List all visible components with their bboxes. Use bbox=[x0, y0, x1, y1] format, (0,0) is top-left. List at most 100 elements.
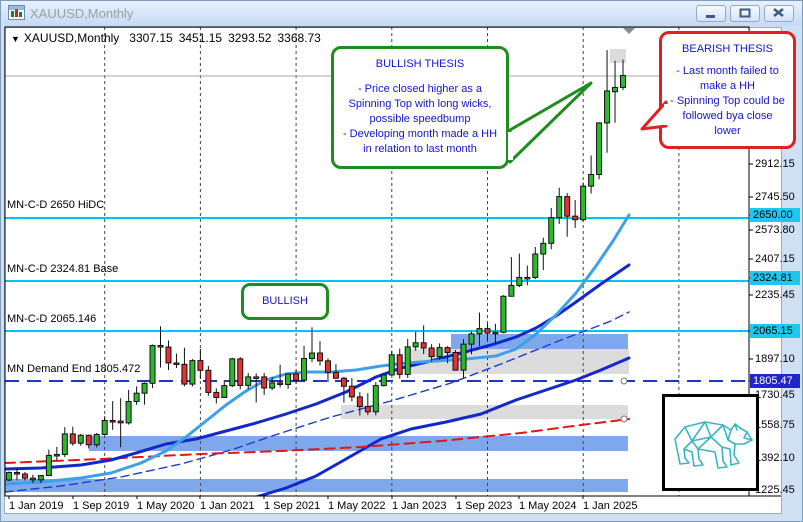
candle bbox=[468, 330, 475, 355]
bear-candle-body bbox=[29, 477, 36, 481]
blue-zone[interactable] bbox=[5, 479, 628, 492]
candle bbox=[29, 474, 36, 484]
candle bbox=[436, 343, 443, 360]
blue-zone[interactable] bbox=[451, 334, 628, 349]
candle bbox=[596, 122, 603, 180]
window-title: XAUUSD,Monthly bbox=[30, 6, 134, 21]
candle bbox=[189, 359, 196, 387]
price-axis-label: 2573.80 bbox=[755, 224, 795, 236]
bear-candle-body bbox=[364, 406, 371, 413]
red-dashed-ma-line[interactable] bbox=[5, 418, 630, 464]
restore-button[interactable] bbox=[730, 5, 760, 22]
bull-candle-body bbox=[133, 392, 140, 403]
candle bbox=[21, 471, 28, 481]
candle bbox=[277, 364, 284, 388]
chart-shift-marker[interactable] bbox=[623, 28, 635, 34]
candle bbox=[197, 348, 204, 380]
time-axis-label: 1 Jan 2023 bbox=[392, 500, 447, 512]
bull-candle-body bbox=[404, 346, 411, 375]
price-axis-label: 1392.10 bbox=[755, 452, 795, 464]
bear-candle-body bbox=[396, 354, 403, 375]
candle bbox=[428, 344, 435, 362]
bear-candle-body bbox=[109, 420, 116, 423]
fast-ma-line[interactable] bbox=[5, 213, 631, 486]
candle bbox=[85, 434, 92, 449]
dropdown-icon[interactable]: ▼ bbox=[11, 34, 20, 44]
ohlc-high: 3451.15 bbox=[178, 31, 223, 45]
chart-header: ▼ XAUUSD,Monthly 3307.15 3451.15 3293.52 3368… bbox=[11, 31, 327, 45]
candle bbox=[285, 373, 292, 389]
bull-candle-body bbox=[189, 360, 196, 385]
bull-candle-body bbox=[372, 385, 379, 413]
close-button[interactable] bbox=[764, 5, 794, 22]
mid-ma-line[interactable] bbox=[5, 263, 631, 471]
bullish-thesis-callout[interactable]: BULLISH THESIS - Price closed higher as … bbox=[331, 46, 593, 169]
price-axis-label: 2912.15 bbox=[755, 158, 795, 170]
candle bbox=[269, 377, 276, 391]
level-label: MN Demand End 1805.472 bbox=[7, 363, 141, 375]
header-symbol: XAUUSD,Monthly bbox=[23, 31, 120, 45]
price-axis-label: 2235.45 bbox=[755, 289, 795, 301]
bear-candle-body bbox=[428, 347, 435, 358]
candle bbox=[173, 353, 180, 368]
bear-logo-icon bbox=[674, 421, 753, 469]
bull-candle-body bbox=[412, 342, 419, 348]
bull-candle-body bbox=[492, 331, 499, 335]
candle bbox=[564, 193, 571, 237]
ohlc-low: 3293.52 bbox=[228, 31, 272, 45]
candle bbox=[532, 247, 539, 279]
bull-candle-body bbox=[604, 90, 611, 124]
time-axis-label: 1 Jan 2021 bbox=[200, 500, 255, 512]
object-handle[interactable] bbox=[620, 377, 628, 385]
minimize-button[interactable] bbox=[696, 5, 726, 22]
bear-candle-body bbox=[572, 215, 579, 221]
bearish-thesis-callout[interactable]: BEARISH THESIS - Last month failed to ma… bbox=[640, 31, 796, 149]
bull-candle-body bbox=[508, 284, 515, 297]
gray-zone[interactable] bbox=[610, 49, 626, 63]
candle bbox=[516, 253, 523, 288]
candle bbox=[109, 401, 116, 430]
bear-candle-body bbox=[324, 360, 331, 373]
candle bbox=[460, 339, 467, 378]
bull-candle-body bbox=[612, 86, 619, 93]
price-axis-label: 2407.15 bbox=[755, 253, 795, 265]
bull-candle-body bbox=[524, 276, 531, 280]
bullish-thesis-title: BULLISH THESIS bbox=[375, 58, 465, 70]
candle bbox=[396, 348, 403, 379]
price-axis-label: 1225.45 bbox=[755, 484, 795, 496]
dashed-ma-line[interactable] bbox=[5, 311, 630, 493]
price-axis-label: 1897.10 bbox=[755, 353, 795, 365]
time-axis-label: 1 May 2022 bbox=[328, 500, 386, 512]
title-bar[interactable]: XAUUSD,Monthly bbox=[1, 1, 802, 26]
candle bbox=[181, 347, 188, 387]
candle bbox=[572, 200, 579, 228]
bear-candle-body bbox=[69, 433, 76, 444]
plot-area[interactable] bbox=[5, 27, 749, 511]
chart-window-icon bbox=[8, 5, 25, 20]
blue-zone[interactable] bbox=[89, 436, 628, 451]
bear-candle-body bbox=[484, 328, 491, 334]
slow-ma-line[interactable] bbox=[101, 356, 631, 511]
bull-candle-body bbox=[588, 173, 595, 187]
candle bbox=[332, 364, 339, 379]
price-axis-label: 1730.45 bbox=[755, 389, 795, 401]
bull-candle-body bbox=[285, 373, 292, 385]
bear-candle-body bbox=[165, 346, 172, 364]
candle bbox=[604, 50, 611, 153]
candle bbox=[508, 257, 515, 297]
bull-candle-body bbox=[253, 376, 260, 379]
bear-candle-body bbox=[444, 347, 451, 353]
bullish-label-box[interactable]: BULLISH bbox=[241, 283, 329, 320]
candle bbox=[229, 357, 236, 388]
bear-candle-body bbox=[13, 471, 20, 475]
time-axis-label: 1 Sep 2023 bbox=[456, 500, 513, 512]
price-level-badge: 2065.15 bbox=[750, 324, 800, 338]
time-axis-label: 1 Sep 2019 bbox=[73, 500, 130, 512]
candle bbox=[45, 449, 52, 477]
bull-candle-body bbox=[532, 253, 539, 278]
object-handle[interactable] bbox=[620, 415, 628, 423]
bull-candle-body bbox=[476, 328, 483, 335]
bull-candle-body bbox=[141, 382, 148, 394]
time-axis-label: 1 Jan 2019 bbox=[9, 500, 64, 512]
